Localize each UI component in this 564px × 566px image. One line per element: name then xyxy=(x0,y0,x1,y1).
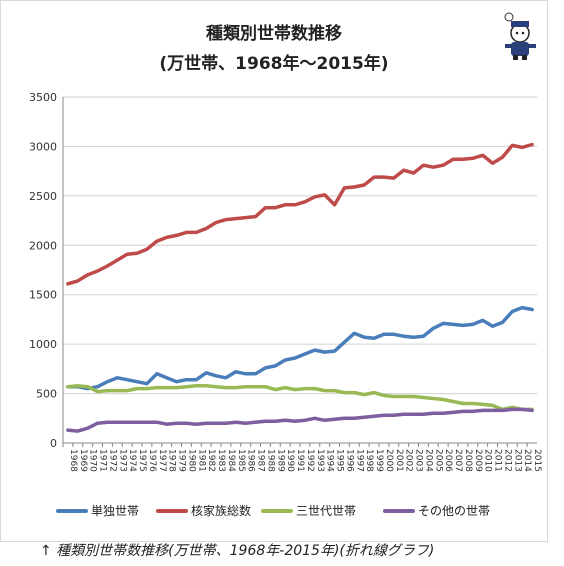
x-tick-label: 2014 xyxy=(522,449,532,472)
chart-subtitle: (万世帯、1968年～2015年) xyxy=(159,54,389,74)
x-tick-label: 2015 xyxy=(532,449,542,472)
x-tick-label: 1982 xyxy=(206,449,216,472)
y-tick-label: 500 xyxy=(36,388,57,401)
chart-title: 種類別世帯数推移 xyxy=(206,24,342,44)
x-tick-label: 1979 xyxy=(177,449,187,472)
x-tick-label: 2003 xyxy=(414,449,424,472)
x-tick-label: 1976 xyxy=(147,449,157,472)
legend-label: その他の世帯 xyxy=(418,504,490,518)
x-tick-label: 1972 xyxy=(107,449,117,472)
x-tick-label: 1986 xyxy=(246,449,256,472)
series-line xyxy=(66,407,534,433)
x-tick-label: 1974 xyxy=(127,449,137,472)
x-tick-label: 1992 xyxy=(305,449,315,472)
x-tick-label: 1973 xyxy=(117,449,127,472)
chart-caption: ↑ 種類別世帯数推移(万世帯、1968年-2015年)(折れ線グラフ) xyxy=(40,543,435,559)
series-line xyxy=(66,383,534,412)
x-tick-label: 1978 xyxy=(167,449,177,472)
y-tick-label: 1500 xyxy=(29,289,57,302)
x-tick-label: 1984 xyxy=(226,449,236,472)
x-tick-label: 1981 xyxy=(196,449,206,472)
x-tick-label: 1997 xyxy=(354,449,364,472)
x-tick-label: 2008 xyxy=(463,449,473,472)
x-tick-label: 2002 xyxy=(404,449,414,472)
legend-item: その他の世帯 xyxy=(383,504,490,518)
x-tick-label: 2007 xyxy=(453,449,463,472)
x-tick-label: 2013 xyxy=(512,449,522,472)
x-tick-label: 1977 xyxy=(157,449,167,472)
x-tick-label: 2001 xyxy=(394,449,404,472)
series-line xyxy=(66,142,534,286)
chart-frame: 種類別世帯数推移 (万世帯、1968年～2015年) 0 500 1000 1500 2… xyxy=(0,0,548,542)
y-tick-label: 0 xyxy=(50,437,57,450)
legend-label: 単独世帯 xyxy=(91,504,139,518)
x-tick-label: 1991 xyxy=(295,449,305,472)
x-tick-label: 1969 xyxy=(78,449,88,472)
x-tick-label: 1998 xyxy=(364,449,374,472)
x-tick-label: 2011 xyxy=(493,449,503,472)
series-line xyxy=(66,305,534,391)
legend-item: 単独世帯 xyxy=(56,504,139,518)
y-tick-label: 3000 xyxy=(29,140,57,153)
x-tick-label: 2009 xyxy=(473,449,483,472)
x-tick-label: 1970 xyxy=(88,449,98,472)
x-tick-label: 1994 xyxy=(325,449,335,472)
x-tick-label: 1996 xyxy=(344,449,354,472)
mascot-illustration xyxy=(504,12,536,60)
legend-label: 核家族総数 xyxy=(191,503,251,518)
x-tick-label: 2010 xyxy=(483,449,493,472)
x-tick-label: 2006 xyxy=(443,449,453,472)
x-tick-label: 1990 xyxy=(285,449,295,472)
legend-item: 核家族総数 xyxy=(156,503,251,518)
x-tick-label: 2000 xyxy=(384,449,394,472)
x-tick-label: 1980 xyxy=(186,449,196,472)
x-tick-label: 1993 xyxy=(315,449,325,472)
legend-item: 三世代世帯 xyxy=(261,504,356,518)
x-tick-label: 1989 xyxy=(275,449,285,472)
y-tick-label: 3500 xyxy=(29,91,57,104)
x-tick-label: 2012 xyxy=(502,449,512,472)
x-tick-label: 1995 xyxy=(335,449,345,472)
x-tick-label: 1968 xyxy=(68,449,78,472)
x-tick-label: 1983 xyxy=(216,449,226,472)
legend-label: 三世代世帯 xyxy=(296,504,356,518)
x-tick-label: 1975 xyxy=(137,449,147,472)
y-tick-label: 1000 xyxy=(29,338,57,351)
x-tick-label: 1999 xyxy=(374,449,384,472)
y-tick-label: 2500 xyxy=(29,190,57,203)
x-tick-label: 1985 xyxy=(236,449,246,472)
x-tick-label: 2004 xyxy=(423,449,433,472)
x-tick-label: 1987 xyxy=(256,449,266,472)
x-tick-label: 1988 xyxy=(265,449,275,472)
y-tick-label: 2000 xyxy=(29,239,57,252)
x-tick-label: 1971 xyxy=(98,449,108,472)
x-tick-label: 2005 xyxy=(433,449,443,472)
